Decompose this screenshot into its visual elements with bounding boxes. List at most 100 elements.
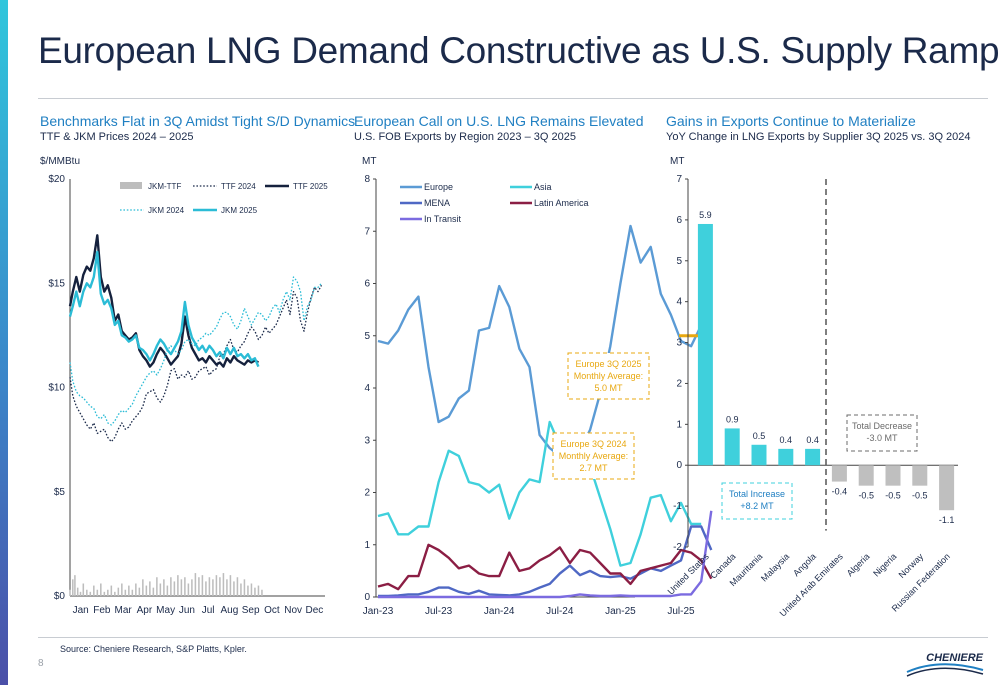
- bar: [778, 448, 794, 466]
- y-tick-label: 1: [364, 540, 370, 551]
- data-label: 0.5: [753, 431, 766, 441]
- series-jkm-ttf-bar: [208, 577, 211, 596]
- series-jkm-ttf-bar: [219, 577, 221, 596]
- y-tick-label: 0: [676, 460, 682, 471]
- bar: [831, 465, 847, 482]
- x-tick-label: Jul-24: [546, 606, 574, 617]
- x-tick-label: Apr: [137, 605, 153, 616]
- series-jkm-ttf-bar: [121, 583, 123, 596]
- total-decrease-text: Total Decrease: [852, 421, 912, 431]
- annotation-3q-2025-text: Europe 3Q 2025: [575, 359, 641, 369]
- series-ttf-2025-line: [68, 234, 260, 368]
- series-jkm-ttf-bar: [261, 589, 263, 596]
- panel-2-subtitle: U.S. FOB Exports by Region 2023 – 3Q 202…: [354, 131, 576, 143]
- x-tick-label: Jul-25: [667, 606, 695, 617]
- legend-ttf-2024-label: TTF 2024: [221, 182, 256, 191]
- svg-text:CHENIERE: CHENIERE: [926, 652, 984, 664]
- series-jkm-ttf-bar: [145, 585, 148, 596]
- series-asia-line: [377, 420, 702, 567]
- annotation-3q-2024-box: [552, 432, 635, 480]
- legend-jkm-ttf-swatch: [120, 182, 142, 189]
- x-tick-label: Jan-25: [605, 606, 636, 617]
- series-jkm-ttf-bar: [159, 583, 162, 596]
- series-jkm-ttf-bar: [149, 581, 151, 596]
- series-jkm-ttf-bar: [226, 579, 228, 596]
- x-tick-label: May: [156, 605, 175, 616]
- series-jkm-ttf-bar: [107, 589, 109, 596]
- legend-in-transit-label: In Transit: [424, 214, 462, 224]
- series-jkm-ttf-bar: [86, 589, 88, 596]
- series-jkm-ttf-bar: [257, 585, 260, 596]
- series-ttf-2024-line: [69, 284, 323, 443]
- series-jkm-ttf-bar: [201, 575, 204, 596]
- data-label: -1.1: [939, 515, 955, 525]
- total-increase-text: +8.2 MT: [740, 501, 774, 511]
- category-label: Malaysia: [759, 551, 791, 583]
- total-decrease-text: -3.0 MT: [866, 433, 898, 443]
- panel-1-unit: $/MMBtu: [40, 156, 81, 167]
- series-jkm-ttf-bar: [74, 575, 76, 596]
- series-jkm-ttf-bar: [76, 587, 79, 596]
- y-tick-label: $20: [48, 174, 65, 185]
- x-tick-label: Aug: [220, 605, 238, 616]
- legend-jkm-2024-label: JKM 2024: [148, 206, 185, 215]
- series-jkm-ttf-bar: [138, 587, 141, 596]
- annotation-3q-2025-box: [567, 352, 650, 400]
- data-label: -0.4: [832, 487, 848, 497]
- series-jkm-ttf-bar: [198, 577, 200, 596]
- series-jkm-ttf-bar: [173, 581, 176, 596]
- series-jkm-ttf-bar: [96, 589, 99, 596]
- bar: [939, 465, 955, 511]
- annotation-3q-2024-text: Europe 3Q 2024: [560, 439, 626, 449]
- series-jkm-ttf-bar: [191, 579, 193, 596]
- y-tick-label: -1: [673, 501, 682, 512]
- footer-divider: [38, 637, 988, 638]
- series-jkm-ttf-bar: [184, 577, 186, 596]
- series-jkm-2025-line: [68, 250, 260, 368]
- legend-mena-label: MENA: [424, 198, 450, 208]
- x-tick-label: Feb: [93, 605, 111, 616]
- series-jkm-ttf-bar: [142, 579, 144, 596]
- series-jkm-ttf-bar: [222, 573, 225, 596]
- series-jkm-ttf-bar: [89, 591, 92, 596]
- data-label: 0.9: [726, 414, 739, 424]
- series-in-transit-line: [378, 510, 713, 599]
- source-note: Source: Cheniere Research, S&P Platts, K…: [60, 644, 247, 654]
- series-jkm-ttf-bar: [69, 589, 71, 596]
- series-jkm-ttf-bar: [152, 587, 155, 596]
- y-tick-label: 1: [676, 419, 682, 430]
- y-tick-label: 7: [676, 174, 682, 185]
- panel-3-unit: MT: [670, 156, 685, 167]
- series-jkm-ttf-bar: [114, 591, 116, 596]
- series-jkm-2024-line: [69, 276, 322, 426]
- page-number: 8: [38, 658, 44, 669]
- series-jkm-ttf-bar: [205, 581, 207, 596]
- y-tick-label: 6: [676, 215, 682, 226]
- series-jkm-ttf-bar: [250, 583, 253, 596]
- series-europe-line: [377, 224, 713, 478]
- y-tick-label: 5: [364, 331, 370, 342]
- series-jkm-ttf-bar: [131, 589, 134, 596]
- annotation-3q-2025-text: Monthly Average:: [574, 371, 643, 381]
- total-increase-text: Total Increase: [729, 489, 785, 499]
- data-label: -0.5: [885, 491, 901, 501]
- x-tick-label: Jan-23: [363, 606, 394, 617]
- x-tick-label: Nov: [284, 605, 302, 616]
- series-jkm-ttf-bar: [212, 579, 214, 596]
- title-divider: [38, 98, 988, 99]
- panel-1-title: Benchmarks Flat in 3Q Amidst Tight S/D D…: [40, 113, 356, 129]
- series-jkm-ttf-bar: [103, 591, 106, 596]
- x-tick-label: Jan-24: [484, 606, 515, 617]
- legend-latin-america-label: Latin America: [534, 198, 589, 208]
- y-tick-label: 3: [676, 338, 682, 349]
- y-tick-label: 4: [364, 383, 370, 394]
- bar: [751, 444, 767, 466]
- y-tick-label: 3: [364, 435, 370, 446]
- series-jkm-ttf-bar: [124, 589, 127, 596]
- y-tick-label: $5: [54, 487, 66, 498]
- data-label: -0.5: [912, 491, 928, 501]
- series-jkm-ttf-bar: [156, 577, 158, 596]
- y-tick-label: 4: [676, 297, 682, 308]
- series-jkm-ttf-bar: [229, 575, 232, 596]
